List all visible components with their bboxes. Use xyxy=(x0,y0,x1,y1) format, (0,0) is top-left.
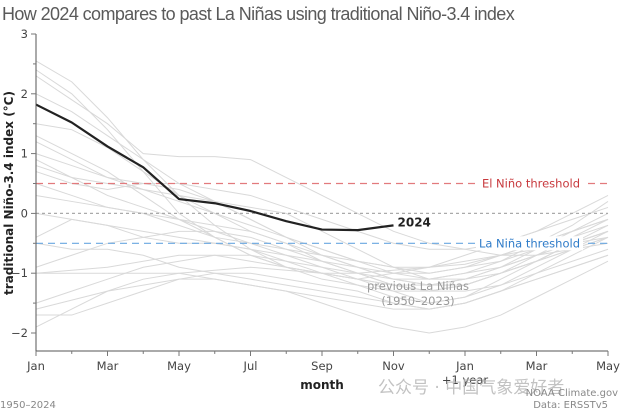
x-tick-sublabel: +1 year xyxy=(442,373,489,387)
threshold-label-bg xyxy=(475,236,583,251)
background-series-line xyxy=(35,230,609,292)
x-axis: Jan Mar May Jul Sep Nov Jan Mar May xyxy=(26,350,620,373)
previous-la-ninas-label: previous La Niñas xyxy=(367,279,469,293)
y-tick-label: 1 xyxy=(21,147,28,161)
x-tick-label: Mar xyxy=(97,359,119,373)
background-series-line xyxy=(35,183,609,286)
x-tick-label: May xyxy=(596,359,620,373)
x-axis-label: month xyxy=(300,378,344,392)
background-series-line xyxy=(35,194,609,268)
background-series-line xyxy=(36,254,609,310)
y-tick-label: −1 xyxy=(11,266,28,280)
background-series-line xyxy=(35,75,609,256)
series-2024-label: 2024 xyxy=(398,215,431,229)
footer-source: Data: ERSSTv5 xyxy=(533,400,608,411)
y-axis-label: traditional Niño-3.4 index (°C) xyxy=(2,91,16,295)
background-series-line xyxy=(35,135,609,286)
chart-title: How 2024 compares to past La Niñas using… xyxy=(2,4,515,24)
threshold-lines xyxy=(36,182,608,244)
x-tick-label: Jan xyxy=(455,359,474,373)
x-tick-label: Sep xyxy=(311,359,333,373)
x-tick-label: Jul xyxy=(243,359,258,373)
highlight-series-group xyxy=(35,103,394,232)
la-nina-threshold-label: La Niña threshold xyxy=(479,236,580,250)
series-2024-line xyxy=(35,103,394,232)
background-series-line xyxy=(36,254,609,316)
background-series-group xyxy=(35,60,609,334)
x-tick-label: May xyxy=(167,359,191,373)
y-tick-label: −2 xyxy=(11,326,28,340)
el-nino-threshold-label: El Niño threshold xyxy=(482,177,580,191)
threshold-label-bg xyxy=(478,176,583,191)
y-tick-label: 0 xyxy=(21,206,28,220)
y-tick-label: 3 xyxy=(21,27,28,41)
footer-credit: NOAA Climate.gov xyxy=(526,388,618,399)
x-tick-label: Jan xyxy=(26,359,45,373)
x-tick-label: Nov xyxy=(382,359,405,373)
background-series-line xyxy=(35,260,609,334)
y-axis: 3 2 1 0 −1 −2 xyxy=(11,27,37,351)
x-tick-label: Mar xyxy=(526,359,548,373)
y-tick-label: 2 xyxy=(21,87,28,101)
footer-years: 1950–2024 xyxy=(0,400,56,411)
previous-la-ninas-years-label: (1950–2023) xyxy=(381,294,454,308)
watermark: 公众号 · 中国气象爱好者 xyxy=(378,378,564,398)
background-series-line xyxy=(35,236,609,310)
